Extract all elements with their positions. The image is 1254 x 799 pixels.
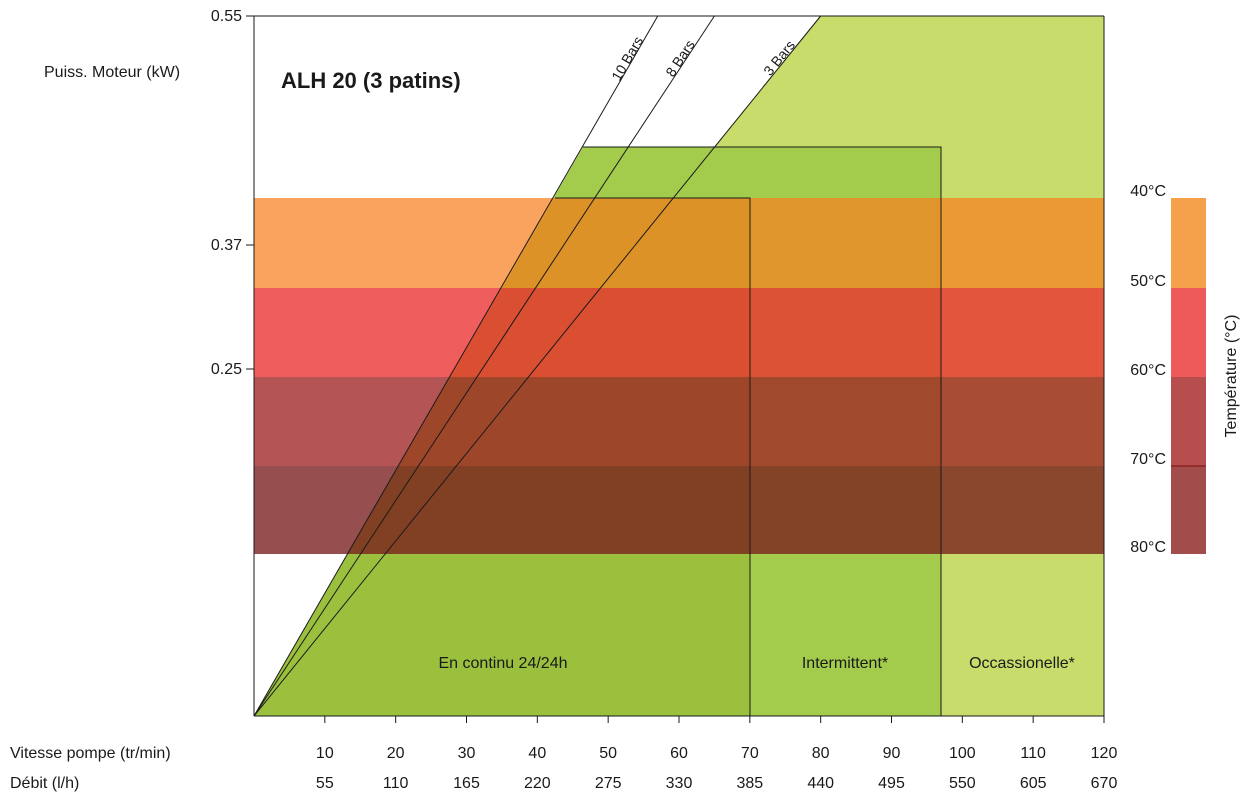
zone-label-occasionnelle: Occassionelle* (969, 655, 1075, 672)
temperature-ticks: 40°C 50°C 60°C 70°C 80°C (1130, 183, 1166, 556)
x-tick-label-speed: 120 (1091, 745, 1118, 762)
x-tick-label-flow: 550 (949, 775, 976, 792)
temp-band-50-60 (254, 288, 1104, 377)
x-tick-label-flow: 385 (736, 775, 763, 792)
temp-scale-40-50 (1171, 198, 1206, 288)
y-axis-label: Puiss. Moteur (kW) (44, 64, 180, 81)
x-tick-label-speed: 30 (458, 745, 476, 762)
x-tick-label-speed: 10 (316, 745, 334, 762)
zone-continu-outline (555, 197, 751, 716)
temperature-tick-label: 80°C (1130, 539, 1166, 556)
x-axis-ticks: 10 55 20 110 30 165 40 220 50 275 60 330 70 385 80 440 9… (316, 716, 1118, 792)
x-tick-label-flow: 670 (1091, 775, 1118, 792)
temperature-axis-label: Température (°C) (1223, 315, 1240, 438)
pressure-line-3 (253, 15, 822, 717)
x-tick-label-flow: 605 (1020, 775, 1047, 792)
y-axis-ticks: 0.55 0.37 0.25 (211, 8, 254, 378)
temp-band-60-70 (254, 377, 1104, 466)
zone-intermittent-outline (583, 146, 942, 716)
x-tick-label-flow: 440 (807, 775, 834, 792)
x-tick-label-speed: 110 (1020, 745, 1046, 762)
temp-band-70-80 (254, 466, 1104, 554)
temp-scale-70-80 (1171, 466, 1206, 554)
y-tick-label: 0.55 (211, 8, 242, 25)
pressure-line-1 (253, 15, 659, 717)
x-tick-label-flow: 110 (383, 775, 409, 792)
x-tick-label-speed: 20 (387, 745, 405, 762)
y-tick-label: 0.25 (211, 361, 242, 378)
temperature-tick-label: 40°C (1130, 183, 1166, 200)
x-tick-label-flow: 495 (878, 775, 905, 792)
zone-label-continu: En continu 24/24h (439, 655, 568, 672)
pressure-line-label-2: 8 Bars (662, 37, 698, 80)
y-tick-label: 0.37 (211, 237, 242, 254)
x-tick-label-speed: 80 (812, 745, 830, 762)
x-tick-label-flow: 165 (453, 775, 480, 792)
zone-outlines (555, 146, 942, 716)
x-axis-label-vitesse: Vitesse pompe (tr/min) (10, 745, 171, 762)
pressure-line-label-1: 10 Bars (608, 34, 646, 84)
temp-band-40-50 (254, 198, 1104, 288)
chart-title: ALH 20 (3 patins) (281, 68, 461, 93)
x-tick-label-speed: 70 (741, 745, 759, 762)
x-tick-label-flow: 220 (524, 775, 551, 792)
x-tick-label-flow: 330 (666, 775, 693, 792)
x-tick-label-speed: 100 (949, 745, 976, 762)
temperature-bands (254, 198, 1104, 554)
x-tick-label-speed: 40 (528, 745, 546, 762)
x-tick-label-flow: 55 (316, 775, 334, 792)
temperature-tick-label: 70°C (1130, 451, 1166, 468)
zone-label-intermittent: Intermittent* (802, 655, 888, 672)
x-tick-label-flow: 275 (595, 775, 622, 792)
x-tick-label-speed: 50 (599, 745, 617, 762)
x-axis-label-debit: Débit (l/h) (10, 775, 79, 792)
temperature-scale: 40°C 50°C 60°C 70°C 80°C Température (°C) (1130, 183, 1240, 556)
x-tick-label-speed: 90 (883, 745, 901, 762)
temperature-tick-label: 50°C (1130, 273, 1166, 290)
temp-scale-50-60 (1171, 288, 1206, 377)
temp-scale-60-70 (1171, 377, 1206, 466)
pressure-line-2 (253, 15, 715, 717)
temperature-tick-label: 60°C (1130, 362, 1166, 379)
x-tick-label-speed: 60 (670, 745, 688, 762)
